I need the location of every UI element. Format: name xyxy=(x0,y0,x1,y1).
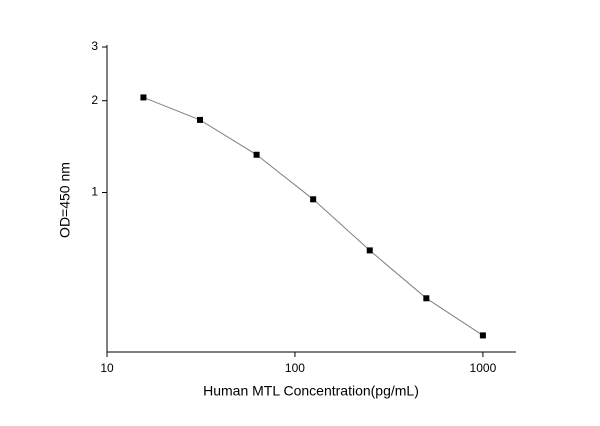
y-tick-label: 1 xyxy=(91,185,98,199)
marker xyxy=(479,332,486,339)
marker xyxy=(140,94,147,101)
marker xyxy=(366,247,373,254)
x-tick-label: 10 xyxy=(100,361,114,375)
x-tick-label: 100 xyxy=(285,361,305,375)
marker xyxy=(253,151,260,158)
marker xyxy=(423,295,430,302)
x-axis-label: Human MTL Concentration(pg/mL) xyxy=(203,383,419,399)
marker xyxy=(310,196,317,203)
curve xyxy=(143,96,484,336)
y-tick-label: 2 xyxy=(91,93,98,107)
x-tick-label: 1000 xyxy=(470,361,497,375)
y-tick-label: 3 xyxy=(91,39,98,53)
y-axis-label: OD=450 nm xyxy=(57,162,73,238)
marker xyxy=(197,116,204,123)
